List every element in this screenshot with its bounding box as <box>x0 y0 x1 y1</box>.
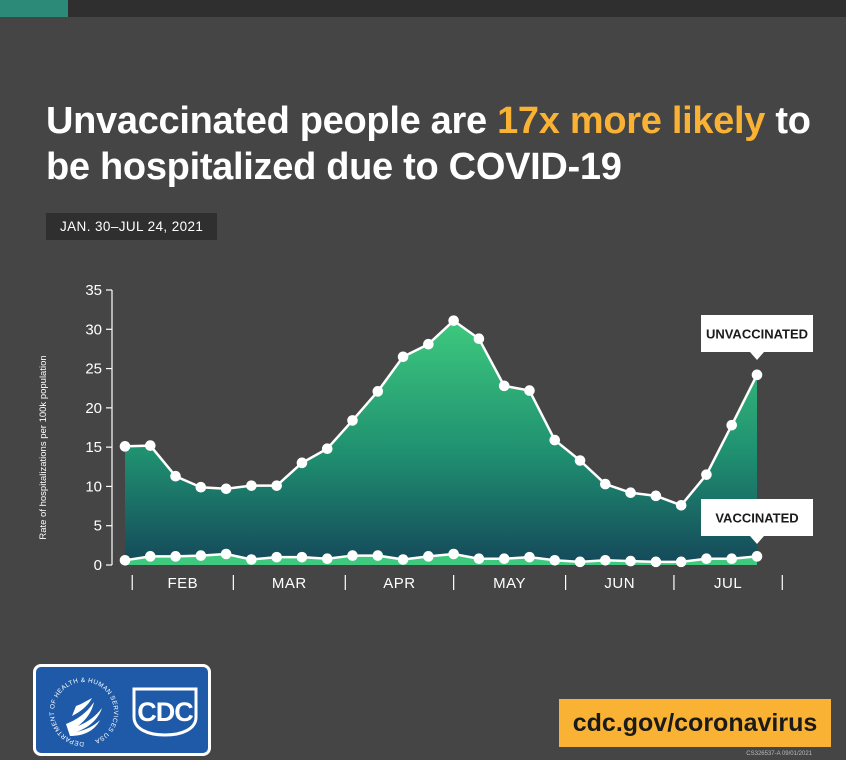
unvaccinated-point <box>144 440 156 451</box>
series-label-text: VACCINATED <box>715 511 798 526</box>
website-url[interactable]: cdc.gov/coronavirus <box>559 699 831 747</box>
vaccinated-point <box>751 551 763 562</box>
date-range-badge: JAN. 30–JUL 24, 2021 <box>46 213 218 240</box>
vaccinated-point <box>347 550 358 561</box>
headline-highlight: 17x more likely <box>497 100 766 142</box>
series-label-vaccinated: VACCINATED <box>701 499 813 544</box>
unvaccinated-point <box>195 481 207 493</box>
unvaccinated-point <box>549 434 561 446</box>
hospitalization-chart: 0 5 10 15 20 25 30 35 Rate of hospitalizations p… <box>38 282 813 592</box>
vaccinated-point <box>448 548 459 560</box>
x-tick-label: FEB <box>167 575 198 592</box>
hhs-seal-icon: DEPARTMENT OF HEALTH & HUMAN SERVICES US… <box>49 677 119 747</box>
unvaccinated-point <box>524 385 535 396</box>
cdc-text: CDC <box>137 697 194 727</box>
top-bar <box>0 0 846 17</box>
unvaccinated-area <box>125 320 757 565</box>
unvaccinated-point <box>220 483 232 495</box>
vaccinated-point <box>220 548 232 560</box>
unvaccinated-point <box>498 380 510 392</box>
unvaccinated-point <box>574 455 586 466</box>
x-tick-label: JUL <box>714 575 742 592</box>
hhs-cdc-logo: DEPARTMENT OF HEALTH & HUMAN SERVICES US… <box>33 664 211 756</box>
vaccinated-point <box>524 551 535 563</box>
cdc-badge: CDC <box>132 687 198 737</box>
unvaccinated-point <box>271 480 282 491</box>
vaccinated-point <box>119 554 131 566</box>
y-tick-label: 30 <box>85 321 102 338</box>
chart-series-labels: UNVACCINATED VACCINATED <box>701 315 813 544</box>
y-tick-label: 20 <box>85 400 102 417</box>
series-label-unvaccinated: UNVACCINATED <box>701 315 813 360</box>
vaccinated-point <box>170 551 181 562</box>
vaccinated-point <box>549 554 561 566</box>
vaccinated-point <box>397 554 409 565</box>
unvaccinated-point <box>448 315 459 326</box>
x-tick-label: MAR <box>272 575 307 592</box>
unvaccinated-point <box>423 338 434 350</box>
unvaccinated-point <box>650 490 662 502</box>
headline-part-1: Unvaccinated people are <box>46 100 498 142</box>
y-axis: 0 5 10 15 20 25 30 35 Rate of hospitalizations p… <box>38 282 113 574</box>
vaccinated-point <box>144 551 156 562</box>
unvaccinated-point <box>625 487 636 499</box>
unvaccinated-point <box>321 443 333 455</box>
unvaccinated-point <box>347 415 358 426</box>
chart-areas <box>125 320 757 565</box>
headline: Unvaccinated people are 17x more likely … <box>46 98 836 190</box>
vaccinated-point <box>321 553 333 565</box>
unvaccinated-point <box>170 470 181 482</box>
svg-text:DEPARTMENT OF HEALTH & HUMAN S: DEPARTMENT OF HEALTH & HUMAN SERVICES US… <box>49 677 119 747</box>
y-tick-label: 5 <box>94 518 102 535</box>
y-tick-label: 10 <box>85 478 102 495</box>
vaccinated-point <box>726 553 738 565</box>
x-tick-label: JUN <box>604 575 635 592</box>
x-axis: FEB MAR APR MAY JUN JUL <box>131 575 783 592</box>
vaccinated-point <box>650 556 662 568</box>
unvaccinated-point <box>726 419 738 431</box>
vaccinated-point <box>600 554 611 566</box>
y-tick-label: 0 <box>94 557 102 574</box>
unvaccinated-point <box>600 478 611 490</box>
vaccinated-point <box>625 555 636 567</box>
seal-ring-text: DEPARTMENT OF HEALTH & HUMAN SERVICES US… <box>49 677 119 747</box>
unvaccinated-point <box>246 480 257 491</box>
chart-points <box>119 315 763 568</box>
vaccinated-area <box>125 554 757 565</box>
series-label-box <box>701 315 813 360</box>
unvaccinated-point <box>701 469 712 480</box>
vaccinated-point <box>372 550 384 561</box>
headline-part-2: to be hospitalized due to COVID-19 <box>46 100 811 188</box>
vaccinated-point <box>296 551 308 563</box>
y-tick-label: 35 <box>85 282 102 299</box>
y-tick-label: 15 <box>85 439 102 456</box>
vaccinated-point <box>423 551 434 562</box>
footer-code: CS326537-A 09/01/2021 <box>746 751 812 757</box>
vaccinated-point <box>701 553 712 565</box>
series-label-text: UNVACCINATED <box>706 327 808 342</box>
unvaccinated-point <box>473 333 485 345</box>
vaccinated-point <box>675 556 687 568</box>
unvaccinated-point <box>751 369 763 381</box>
x-tick-label: APR <box>383 575 415 592</box>
unvaccinated-point <box>119 441 131 452</box>
vaccinated-point <box>473 553 485 565</box>
x-tick-label: MAY <box>493 575 526 592</box>
vaccinated-point <box>195 550 207 561</box>
unvaccinated-point <box>675 499 687 511</box>
vaccinated-point <box>246 554 257 565</box>
vaccinated-point <box>574 556 586 568</box>
unvaccinated-point <box>397 351 409 363</box>
y-axis-label: Rate of hospitalizations per 100k popula… <box>38 355 49 539</box>
unvaccinated-point <box>372 386 384 397</box>
series-label-box <box>701 499 813 544</box>
vaccinated-point <box>498 553 510 565</box>
y-tick-label: 25 <box>85 361 102 378</box>
unvaccinated-point <box>296 457 308 469</box>
top-bar-accent <box>0 0 68 17</box>
vaccinated-point <box>271 551 282 563</box>
